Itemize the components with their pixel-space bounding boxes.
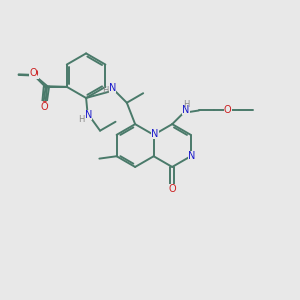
Text: N: N [182,106,190,116]
Text: O: O [41,102,48,112]
Text: N: N [109,83,116,93]
Text: O: O [31,69,38,79]
Text: H: H [102,86,108,95]
Text: O: O [224,106,232,116]
Text: O: O [40,101,48,111]
Text: N: N [151,129,158,139]
Text: N: N [188,151,196,161]
Text: H: H [183,100,189,109]
Text: N: N [85,110,92,120]
Text: O: O [168,184,176,194]
Text: O: O [29,68,37,78]
Text: H: H [79,115,85,124]
